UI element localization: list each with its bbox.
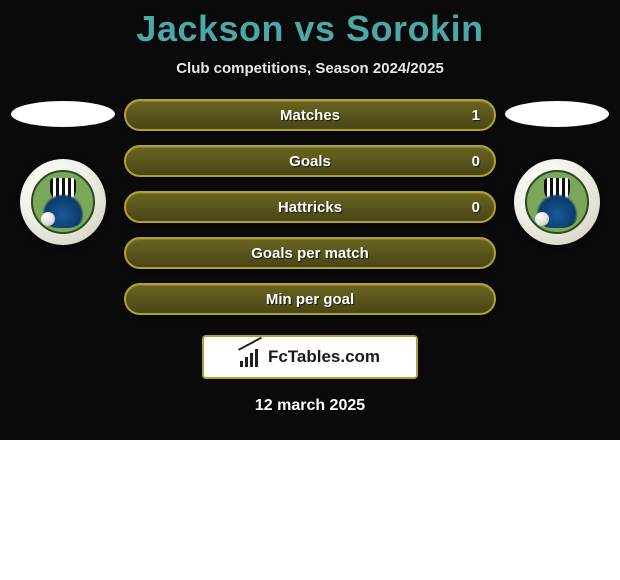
club-badge-left-outer — [20, 159, 106, 245]
stat-mpg-label: Min per goal — [126, 291, 494, 308]
stat-goals-right: 0 — [472, 153, 480, 170]
club-badge-right-outer — [514, 159, 600, 245]
stat-matches-right: 1 — [472, 107, 480, 124]
stat-goals-label: Goals — [126, 153, 494, 170]
stat-row-matches: Matches 1 — [124, 99, 496, 131]
brand-text: FcTables.com — [268, 347, 380, 367]
stat-row-min-per-goal: Min per goal — [124, 283, 496, 315]
generated-date: 12 march 2025 — [0, 397, 620, 415]
brand-badge[interactable]: FcTables.com — [202, 335, 418, 379]
stat-row-hattricks: Hattricks 0 — [124, 191, 496, 223]
stat-hattricks-label: Hattricks — [126, 199, 494, 216]
page-title: Jackson vs Sorokin — [0, 0, 620, 50]
player-left-col — [8, 99, 118, 245]
brand-chart-icon — [240, 347, 262, 367]
stat-row-goals: Goals 0 — [124, 145, 496, 177]
stat-row-goals-per-match: Goals per match — [124, 237, 496, 269]
badge-ball-icon — [535, 212, 549, 226]
stat-hattricks-right: 0 — [472, 199, 480, 216]
stat-gpm-label: Goals per match — [126, 245, 494, 262]
blank-below-card — [0, 440, 620, 580]
player-right-avatar-placeholder — [505, 101, 609, 127]
player-left-avatar-placeholder — [11, 101, 115, 127]
stats-column: Matches 1 Goals 0 Hattricks 0 Goals per … — [118, 99, 502, 329]
club-badge-right-inner — [525, 170, 589, 234]
club-badge-left-inner — [31, 170, 95, 234]
club-badge-left — [20, 159, 106, 245]
badge-ball-icon — [41, 212, 55, 226]
stat-matches-label: Matches — [126, 107, 494, 124]
player-right-col — [502, 99, 612, 245]
page-subtitle: Club competitions, Season 2024/2025 — [0, 60, 620, 77]
comparison-card: Jackson vs Sorokin Club competitions, Se… — [0, 0, 620, 440]
club-badge-right — [514, 159, 600, 245]
main-row: Matches 1 Goals 0 Hattricks 0 Goals per … — [0, 99, 620, 329]
